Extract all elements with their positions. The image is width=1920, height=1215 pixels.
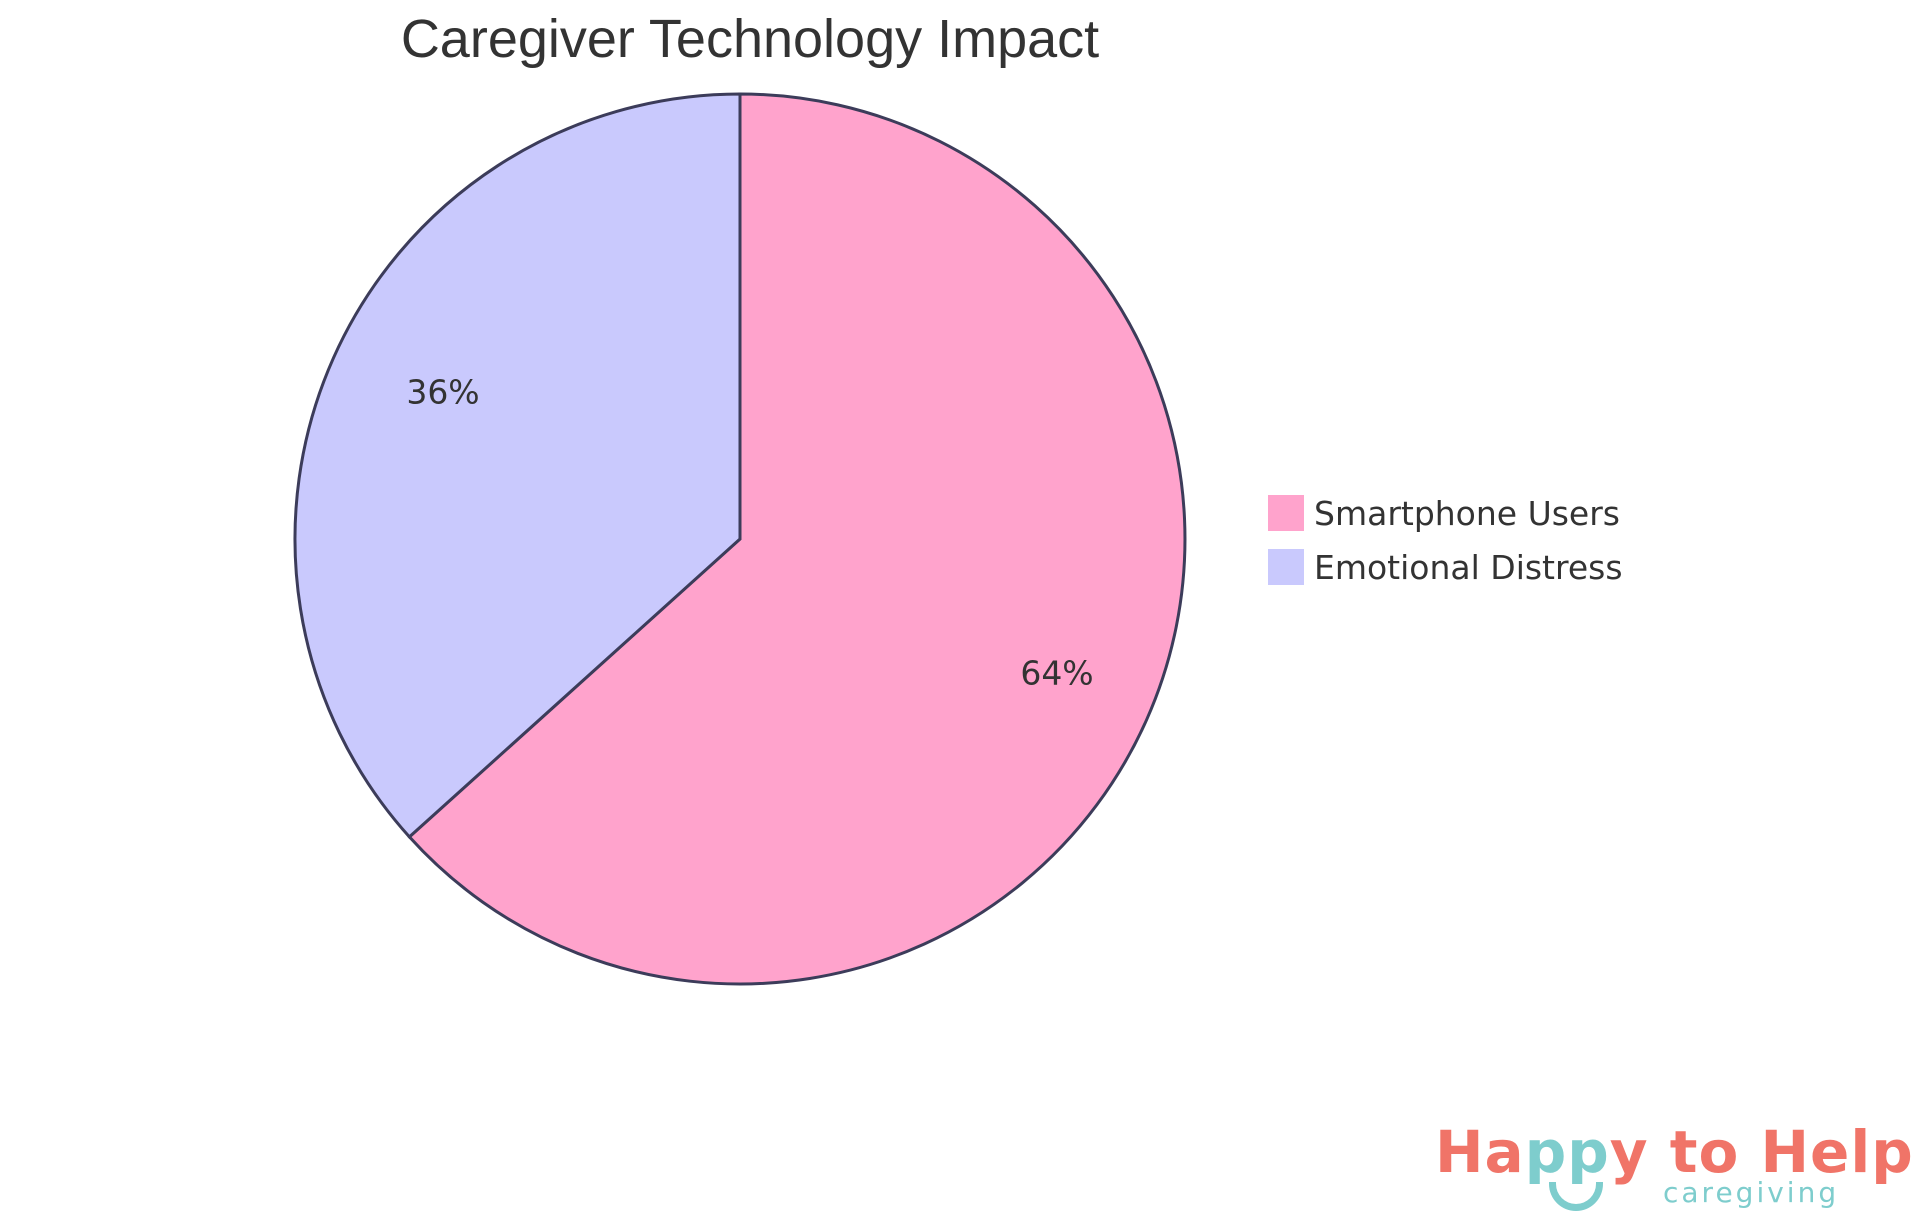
legend-label: Emotional Distress	[1314, 547, 1623, 587]
logo-text-part2: pp	[1524, 1118, 1610, 1186]
legend-swatch	[1268, 549, 1304, 585]
logo-text-part1: Ha	[1435, 1118, 1525, 1186]
legend-label: Smartphone Users	[1314, 493, 1620, 533]
logo-subtitle: caregiving	[1663, 1176, 1840, 1209]
slice-emotional-distress	[293, 92, 742, 840]
brand-logo: Happy to Help caregiving	[1435, 1118, 1913, 1213]
slice-label-emotional-distress: 36%	[406, 372, 480, 412]
slice-smartphone-users	[407, 92, 1187, 986]
legend-item-emotional-distress: Emotional Distress	[1268, 540, 1623, 594]
chart-title-text: Caregiver Technology Impact	[400, 9, 1100, 69]
slice-label-smartphone-users: 64%	[1020, 653, 1094, 693]
logo-wordmark: Happy to Help	[1435, 1118, 1914, 1186]
legend-swatch	[1268, 495, 1304, 531]
legend: Smartphone Users Emotional Distress	[1268, 486, 1623, 594]
chart-title: Caregiver Technology Impact	[0, 8, 1500, 70]
logo-text-part3: y to Help	[1609, 1118, 1914, 1186]
smile-icon	[1549, 1182, 1603, 1211]
legend-item-smartphone-users: Smartphone Users	[1268, 486, 1623, 540]
